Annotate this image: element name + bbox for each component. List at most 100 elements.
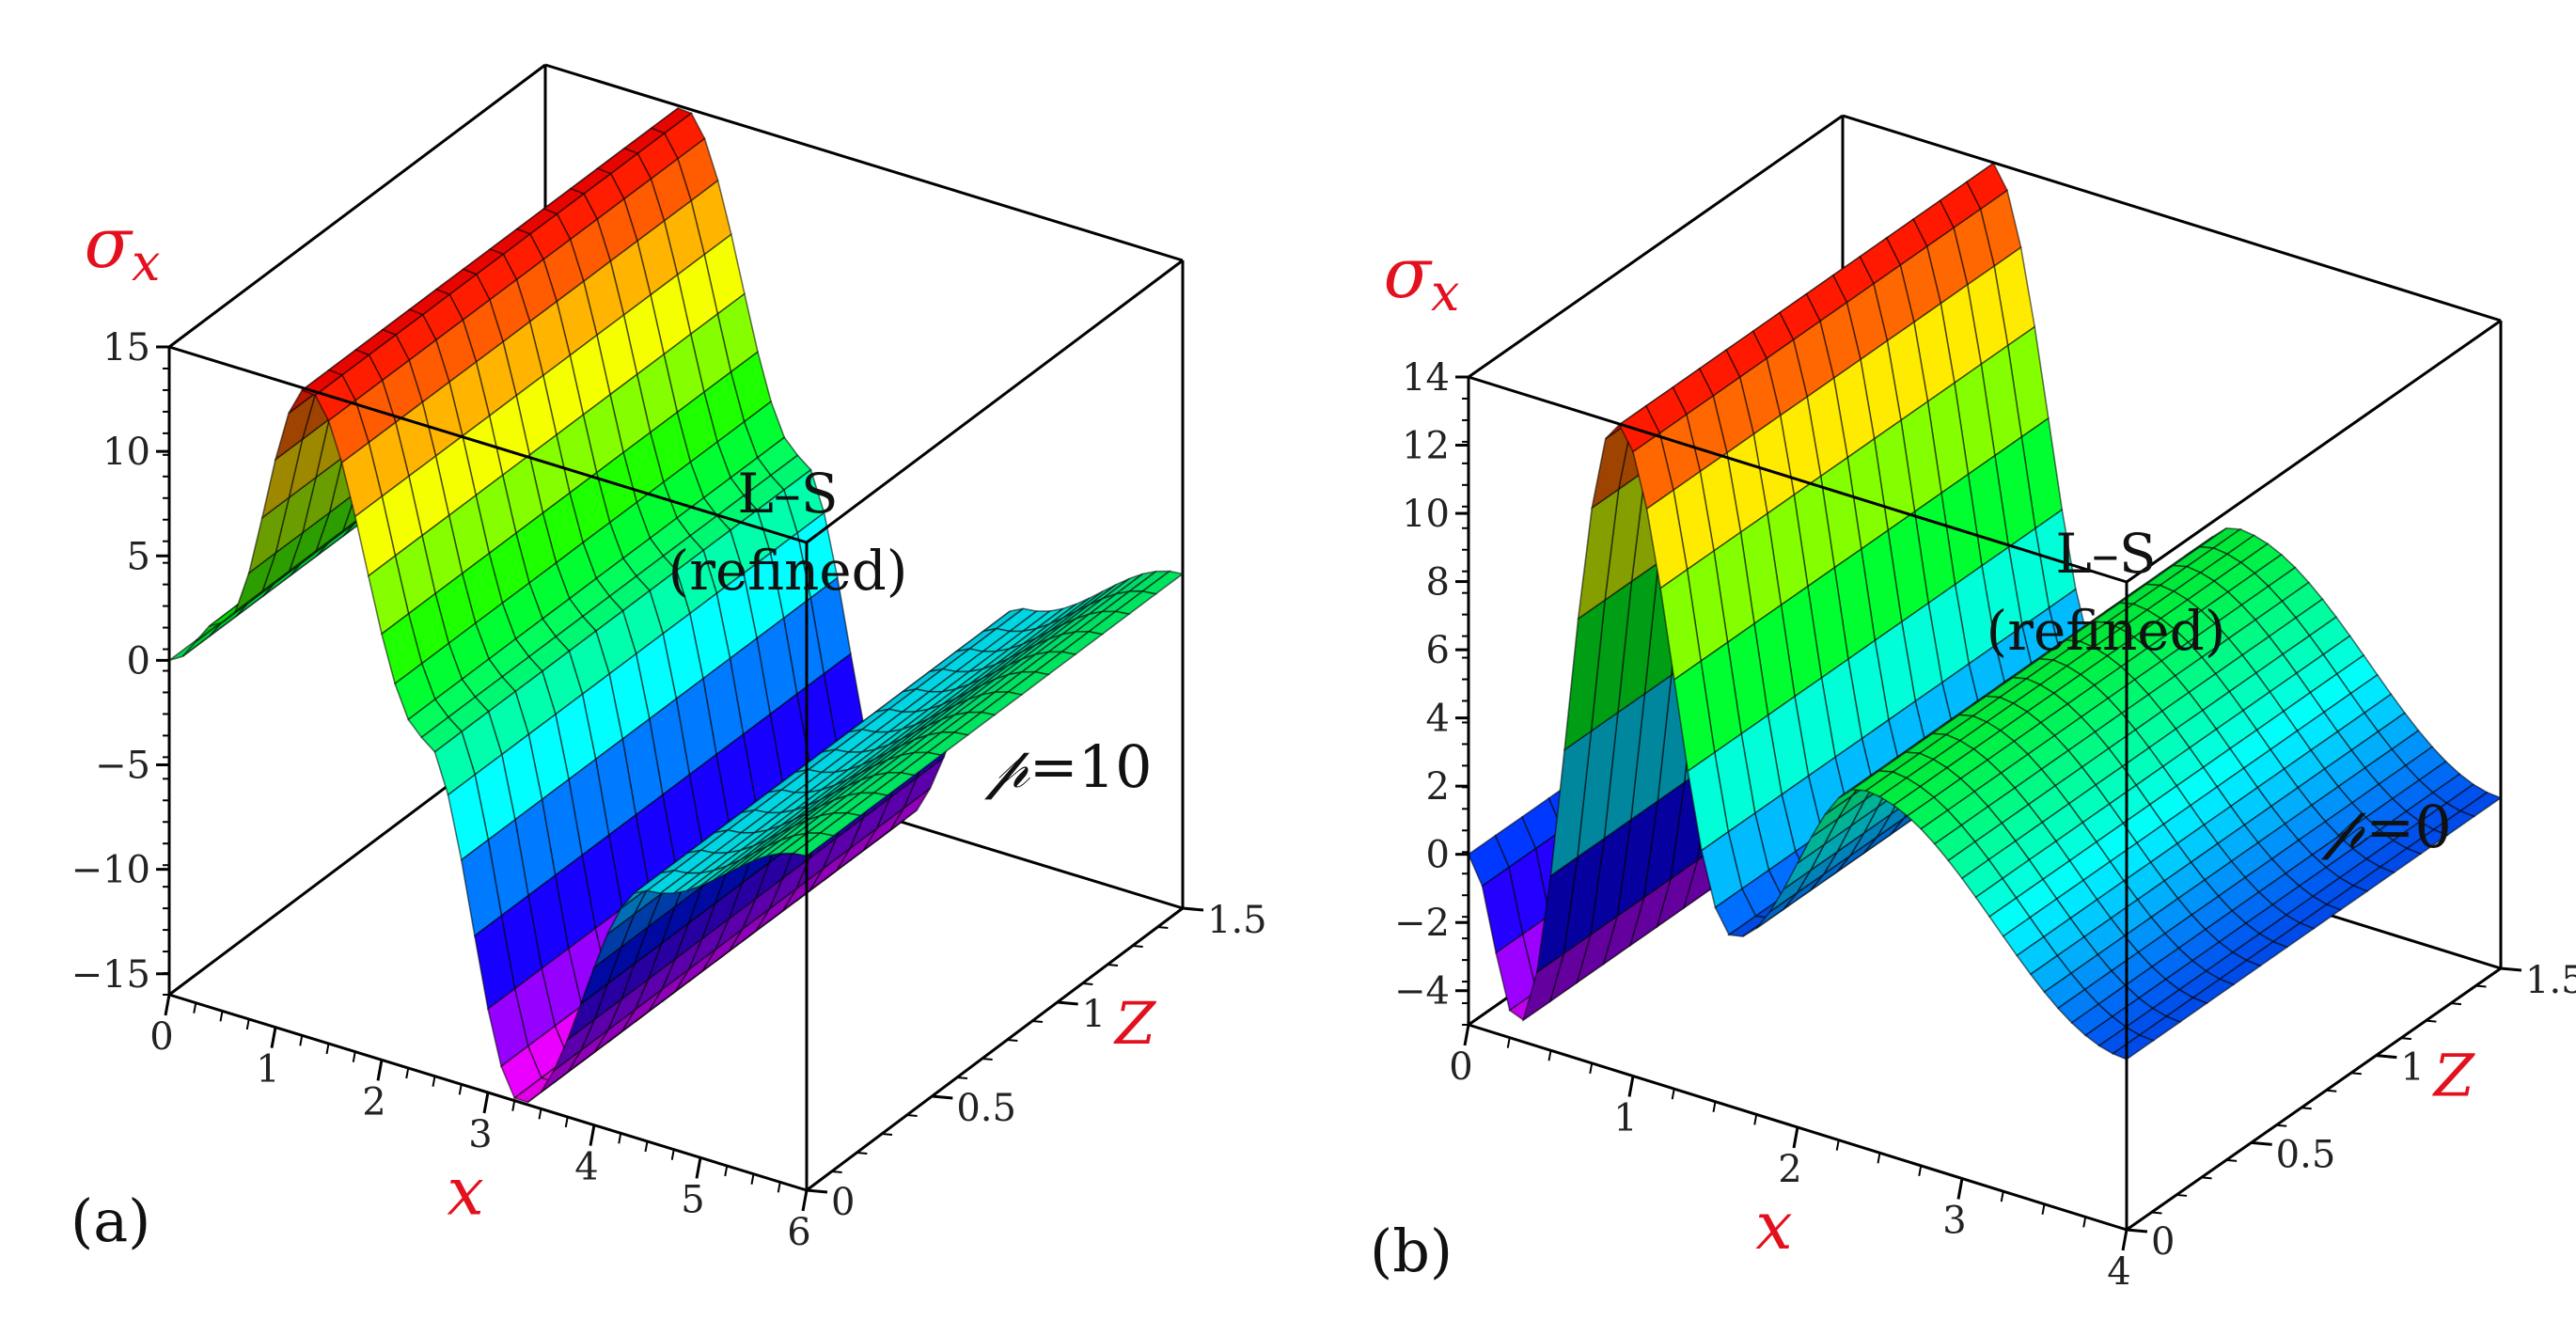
y-axis-label: Z	[1113, 989, 1156, 1058]
y-tick-label: 1	[2400, 1046, 2424, 1090]
x-tick-label: 2	[1778, 1148, 1801, 1191]
z-tick-label: 2	[1426, 765, 1450, 809]
y-minor-tick	[881, 1133, 893, 1136]
box-front-edge	[806, 906, 1184, 1192]
y-minor-tick	[2426, 1019, 2437, 1023]
y-tick-label: 0	[2151, 1220, 2175, 1264]
y-minor-tick	[956, 1076, 968, 1079]
y-tick-label: 1.5	[2525, 959, 2576, 1002]
y-minor-tick	[982, 1058, 993, 1061]
x-minor-tick	[777, 1182, 781, 1193]
x-minor-tick	[698, 1157, 701, 1169]
z-tick-label: −5	[95, 745, 150, 788]
z-tick-label: 0	[1426, 834, 1450, 877]
x-minor-tick	[1589, 1062, 1594, 1075]
x-tick-label: 4	[574, 1146, 598, 1189]
x-minor-tick	[1630, 1076, 1634, 1087]
y-tick-label: 0.5	[2276, 1133, 2336, 1176]
y-minor-tick	[831, 1171, 842, 1173]
panel-label: (b)	[1370, 1217, 1453, 1285]
y-minor-tick	[2475, 984, 2487, 988]
y-minor-tick	[2276, 1124, 2287, 1127]
x-axis-label: x	[1755, 1187, 1792, 1265]
title-line-1: L–S	[2055, 522, 2156, 586]
title-line-1: L–S	[737, 462, 838, 526]
y-minor-tick	[806, 1189, 818, 1192]
y-minor-tick	[856, 1152, 868, 1155]
parameter-annotation: 𝓅=0	[2320, 793, 2452, 861]
x-minor-tick	[564, 1116, 569, 1128]
x-minor-tick	[193, 1002, 197, 1014]
x-minor-tick	[1547, 1050, 1552, 1061]
z-tick-label: 12	[1402, 425, 1450, 468]
z-tick-label: 8	[1426, 561, 1450, 605]
x-minor-tick	[538, 1108, 542, 1120]
x-minor-tick	[804, 1189, 808, 1202]
z-tick-label: 4	[1426, 698, 1450, 741]
x-tick-label: 0	[1449, 1045, 1472, 1089]
z-tick-label: 15	[102, 326, 150, 369]
z-axis-label: σx	[1384, 233, 1460, 322]
x-minor-tick	[166, 994, 170, 1006]
z-tick-label: −4	[1394, 970, 1450, 1014]
box-back-edge	[1468, 114, 1844, 379]
box-back-edge	[544, 63, 1184, 262]
x-minor-tick	[432, 1076, 436, 1087]
box-front-edge	[806, 259, 1184, 544]
chart-panel-a: 151050−5−10−15012345600.511.5xZσxL–S(ref…	[71, 63, 1267, 1255]
x-minor-tick	[299, 1035, 304, 1046]
box-front-edge	[1468, 375, 2128, 584]
x-tick-label: 4	[2107, 1250, 2130, 1294]
x-minor-tick	[1671, 1088, 1675, 1100]
y-minor-tick	[1082, 982, 1093, 985]
x-minor-tick	[325, 1043, 330, 1055]
x-minor-tick	[245, 1018, 250, 1030]
x-minor-tick	[1712, 1101, 1717, 1112]
x-minor-tick	[219, 1011, 224, 1022]
z-axis-label: σx	[85, 203, 161, 292]
z-tick-label: 6	[1426, 629, 1450, 672]
y-minor-tick	[2500, 967, 2512, 970]
x-tick-label: 3	[1942, 1200, 1966, 1243]
y-minor-tick	[2251, 1141, 2262, 1145]
x-minor-tick	[670, 1149, 675, 1160]
z-tick-label: 10	[1402, 493, 1450, 536]
y-minor-tick	[1157, 926, 1169, 929]
y-minor-tick	[1007, 1039, 1018, 1042]
x-tick-label: 1	[1613, 1097, 1637, 1140]
box-front-edge	[2126, 319, 2502, 584]
z-tick-label: −15	[71, 953, 150, 997]
x-minor-tick	[1795, 1126, 1798, 1139]
y-tick-label: 0.5	[956, 1087, 1016, 1130]
x-minor-tick	[1877, 1153, 1881, 1164]
z-tick-label: 14	[1402, 356, 1450, 400]
y-tick-label: 1	[1082, 993, 1106, 1036]
x-minor-tick	[750, 1173, 755, 1185]
x-minor-tick	[618, 1133, 622, 1144]
x-minor-tick	[2041, 1203, 2046, 1215]
x-minor-tick	[405, 1067, 410, 1079]
z-tick-label: 0	[127, 639, 150, 683]
x-minor-tick	[1466, 1024, 1469, 1036]
y-minor-tick	[2126, 1229, 2138, 1232]
box-back-edge	[168, 63, 546, 349]
y-minor-tick	[2175, 1193, 2188, 1197]
x-minor-tick	[458, 1084, 463, 1095]
x-tick-label: 1	[256, 1048, 279, 1092]
y-minor-tick	[1031, 1020, 1044, 1023]
z-tick-label: 10	[102, 431, 150, 474]
y-minor-tick	[2226, 1158, 2238, 1162]
x-minor-tick	[511, 1100, 516, 1111]
y-minor-tick	[906, 1114, 918, 1117]
box-front-edge	[2126, 966, 2502, 1232]
x-minor-tick	[485, 1092, 489, 1104]
y-minor-tick	[1107, 964, 1119, 966]
x-tick-label: 5	[681, 1178, 704, 1221]
y-axis-label: Z	[2432, 1042, 2475, 1110]
x-tick-label: 6	[787, 1211, 810, 1254]
panel-label: (a)	[71, 1186, 150, 1255]
surface-patch	[791, 832, 836, 857]
x-minor-tick	[1753, 1114, 1758, 1125]
title-line-2: (refined)	[668, 539, 908, 603]
y-minor-tick	[2376, 1054, 2387, 1058]
